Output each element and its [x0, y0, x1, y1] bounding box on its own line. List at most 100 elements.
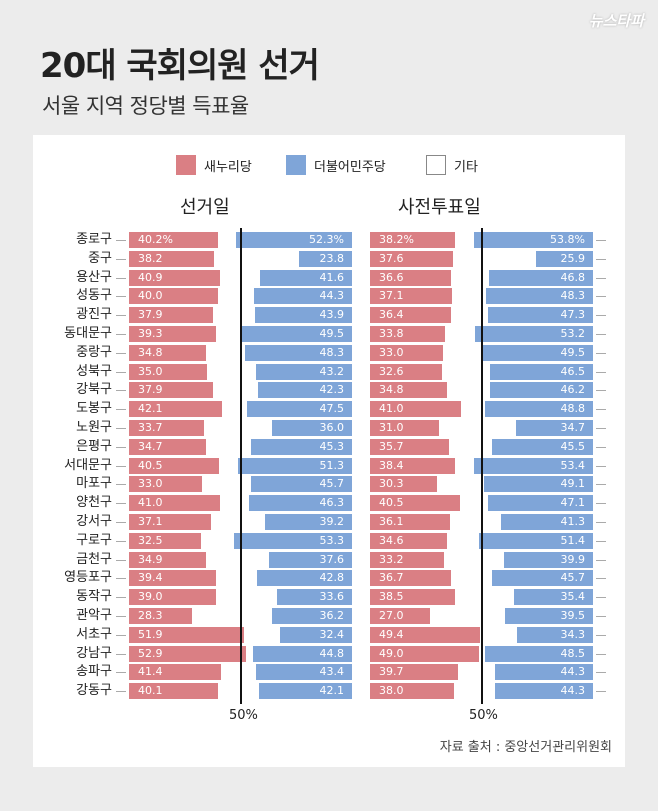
bar-saenuri: 39.4 — [129, 570, 217, 587]
bar-saenuri: 39.3 — [129, 326, 217, 342]
tick-mark — [596, 240, 606, 241]
district-label: 노원구 — [76, 420, 112, 435]
bar-saenuri: 40.2% — [129, 232, 219, 248]
bar-minjoo: 44.3 — [494, 683, 593, 700]
tick-mark — [116, 522, 126, 523]
bar-saenuri: 36.7 — [370, 570, 452, 587]
bar-minjoo: 47.1 — [488, 495, 593, 512]
bar-minjoo: 51.4 — [478, 532, 593, 549]
reference-label: 50% — [469, 708, 498, 723]
page-subtitle: 서울 지역 정당별 득표율 — [42, 94, 249, 118]
tick-mark — [116, 258, 126, 260]
bar-minjoo: 44.3 — [253, 288, 352, 305]
tick-mark — [596, 446, 606, 448]
bar-saenuri: 41.0 — [129, 495, 221, 512]
district-label: 중랑구 — [76, 344, 112, 360]
bar-saenuri: 35.7 — [370, 438, 450, 455]
tick-mark — [116, 446, 126, 448]
bar-minjoo: 48.8 — [484, 401, 593, 418]
tick-mark — [596, 465, 606, 467]
district-label: 구로구 — [76, 532, 112, 548]
bar-minjoo: 44.8 — [252, 645, 352, 662]
bar-saenuri: 40.9 — [129, 269, 220, 286]
tick-mark — [116, 428, 126, 429]
bar-saenuri: 38.5 — [370, 589, 456, 606]
bar-saenuri: 32.6 — [370, 363, 443, 380]
district-label: 강서구 — [76, 514, 112, 529]
panel-title-early-voting: 사전투표일 — [398, 197, 481, 218]
bar-minjoo: 43.9 — [254, 307, 352, 324]
bar-minjoo: 45.5 — [491, 438, 593, 455]
district-label: 종로구 — [76, 232, 112, 247]
district-label: 서초구 — [76, 626, 112, 642]
bar-saenuri: 33.8 — [370, 326, 446, 342]
tick-mark — [596, 484, 606, 486]
bar-saenuri: 33.0 — [129, 476, 203, 493]
tick-mark — [596, 258, 606, 260]
bar-saenuri: 39.7 — [370, 664, 459, 681]
bar-minjoo: 39.2 — [264, 514, 352, 530]
bar-minjoo: 42.1 — [258, 683, 352, 700]
tick-mark — [116, 634, 126, 636]
bar-saenuri: 41.4 — [129, 664, 221, 681]
tick-mark — [116, 691, 126, 693]
tick-mark — [116, 390, 126, 392]
source-note: 자료 출처 : 중앙선거관리위원회 — [439, 740, 612, 755]
bar-minjoo: 48.3 — [485, 288, 593, 305]
reference-line-50 — [240, 228, 242, 704]
district-label: 강북구 — [76, 382, 112, 398]
tick-mark — [116, 277, 126, 279]
bar-minjoo: 53.8% — [473, 232, 593, 248]
bar-minjoo: 49.5 — [483, 344, 593, 361]
tick-mark — [596, 296, 606, 298]
bar-minjoo: 52.3% — [235, 232, 352, 248]
district-label: 중구 — [88, 250, 112, 266]
tick-mark — [116, 352, 126, 354]
district-label: 도봉구 — [76, 401, 112, 417]
tick-mark — [596, 559, 606, 561]
bar-minjoo: 34.3 — [516, 626, 593, 643]
bar-minjoo: 48.5 — [485, 645, 593, 662]
bar-saenuri: 52.9 — [129, 645, 247, 662]
bar-saenuri: 34.6 — [370, 532, 447, 549]
tick-mark — [116, 315, 126, 317]
bar-minjoo: 46.5 — [489, 363, 593, 380]
bar-saenuri: 37.9 — [129, 382, 214, 399]
bar-minjoo: 47.5 — [246, 401, 352, 418]
bar-saenuri: 31.0 — [370, 420, 439, 436]
bar-saenuri: 33.0 — [370, 344, 444, 361]
bar-saenuri: 41.0 — [370, 401, 462, 418]
bar-saenuri: 36.6 — [370, 269, 452, 286]
reference-line-50 — [481, 228, 483, 704]
tick-mark — [596, 653, 606, 655]
tick-mark — [116, 240, 126, 241]
bar-minjoo: 46.2 — [490, 382, 593, 399]
district-label: 용산구 — [76, 269, 112, 285]
tick-mark — [596, 522, 606, 523]
tick-mark — [116, 503, 126, 505]
bar-minjoo: 23.8 — [299, 250, 352, 267]
bar-minjoo: 39.5 — [505, 608, 593, 624]
bar-minjoo: 47.3 — [487, 307, 593, 324]
tick-mark — [596, 597, 606, 599]
bar-saenuri: 28.3 — [129, 608, 192, 624]
district-label: 동대문구 — [64, 326, 112, 341]
tick-mark — [596, 371, 606, 373]
district-label: 영등포구 — [64, 570, 112, 586]
bar-minjoo: 35.4 — [514, 589, 593, 606]
bar-saenuri: 34.9 — [129, 551, 207, 568]
bar-saenuri: 32.5 — [129, 532, 202, 549]
district-label: 금천구 — [76, 551, 112, 567]
tick-mark — [116, 559, 126, 561]
bar-minjoo: 41.3 — [501, 514, 593, 530]
bar-minjoo: 32.4 — [280, 626, 352, 643]
bar-saenuri: 33.2 — [370, 551, 444, 568]
district-label: 마포구 — [76, 476, 112, 492]
district-label: 강남구 — [76, 645, 112, 661]
district-label: 관악구 — [76, 608, 112, 623]
reference-label: 50% — [229, 708, 258, 723]
bar-saenuri: 37.6 — [370, 250, 454, 267]
tick-mark — [116, 616, 126, 617]
tick-mark — [116, 371, 126, 373]
bar-minjoo: 43.4 — [255, 664, 352, 681]
